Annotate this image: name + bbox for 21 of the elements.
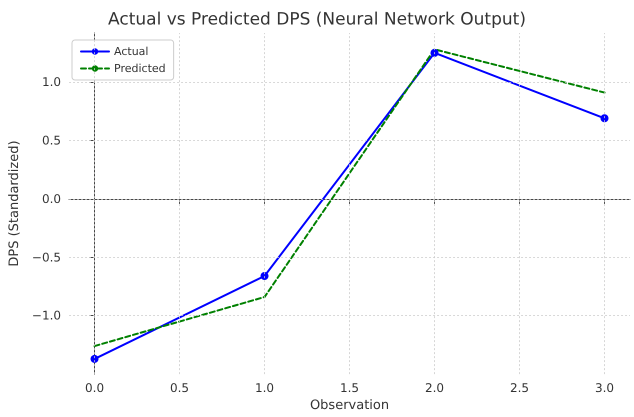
x-axis-title: Observation: [310, 398, 390, 413]
x-tick-label: 3.0: [594, 381, 614, 396]
x-tick-label: 0.5: [170, 381, 190, 396]
point: [260, 272, 269, 280]
x-tick-label: 0.0: [84, 381, 104, 396]
legend-label: Predicted: [114, 62, 166, 75]
chart-title: Actual vs Predicted DPS (Neural Network Output): [108, 10, 526, 30]
y-tick-label: −0.5: [32, 250, 62, 264]
y-tick-label: 0.0: [42, 192, 62, 206]
x-tick-label: 1.0: [254, 381, 274, 396]
y-axis-title: DPS (Standardized): [7, 140, 22, 267]
point: [90, 354, 99, 363]
y-tick-label: 1.0: [42, 75, 62, 90]
legend-label: Actual: [114, 45, 148, 58]
x-tick-label: 1.5: [340, 381, 360, 396]
x-tick-label: 2.0: [424, 381, 444, 396]
point: [430, 48, 439, 57]
y-tick-label: 0.5: [42, 133, 62, 148]
y-tick-label: −1.0: [32, 308, 62, 323]
point: [600, 114, 608, 122]
x-tick-label: 2.5: [510, 381, 530, 396]
